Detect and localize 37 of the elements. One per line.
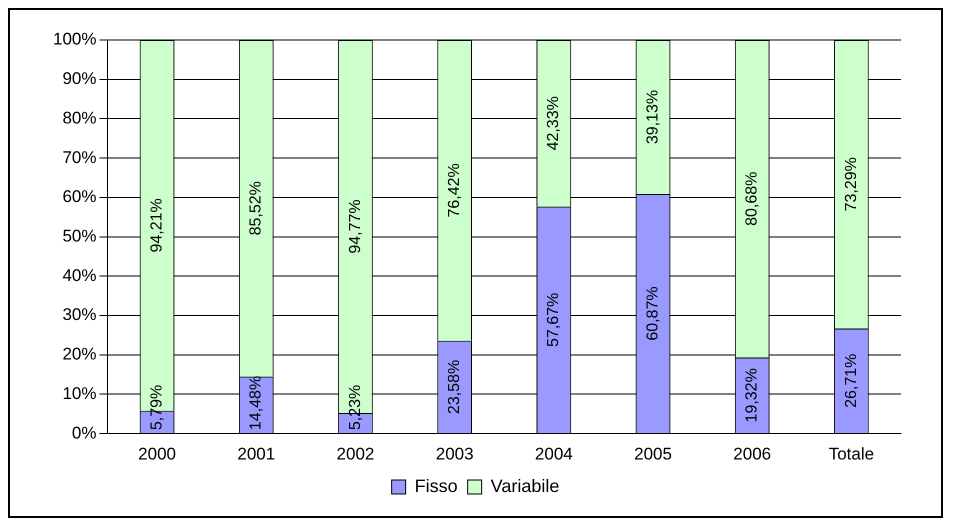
data-label: 85,52% [248,181,265,236]
data-label: 5,23% [346,384,364,430]
y-tick-label: 0% [72,423,96,442]
y-tick-label: 70% [62,148,96,167]
data-label: 14,48% [248,376,265,430]
y-tick-label: 40% [62,266,96,285]
y-tick-label: 90% [62,69,96,88]
data-label: 5,79% [148,384,166,430]
x-tick-label: 2000 [138,444,176,464]
x-tick-label: 2002 [336,444,374,464]
x-tick-label: Totale [828,444,874,464]
legend-label: Fisso [414,476,458,496]
y-tick-label: 60% [62,187,96,206]
data-label: 57,67% [545,292,562,347]
x-tick-label: 2004 [534,444,573,464]
data-label: 19,32% [744,368,761,422]
data-label: 23,58% [446,360,464,414]
x-tick-label: 2006 [733,444,772,464]
y-tick-label: 50% [62,226,96,246]
y-tick-label: 30% [62,305,96,324]
x-tick-label: 2001 [237,444,276,464]
y-tick-label: 80% [62,108,96,128]
data-label: 94,21% [148,198,166,253]
data-label: 73,29% [842,157,860,212]
data-label: 94,77% [346,199,364,254]
y-tick-label: 10% [62,384,96,403]
data-label: 60,87% [644,286,662,341]
x-tick-label: 2003 [436,444,474,464]
data-label: 26,71% [842,354,860,408]
x-tick-label: 2005 [634,444,672,464]
data-label: 42,33% [545,96,562,150]
data-label: 39,13% [644,90,662,144]
y-tick-label: 100% [52,30,96,49]
legend-label: Variabile [490,476,560,496]
y-tick-label: 20% [62,344,96,364]
data-label: 80,68% [744,172,761,226]
data-label: 76,42% [446,163,464,218]
